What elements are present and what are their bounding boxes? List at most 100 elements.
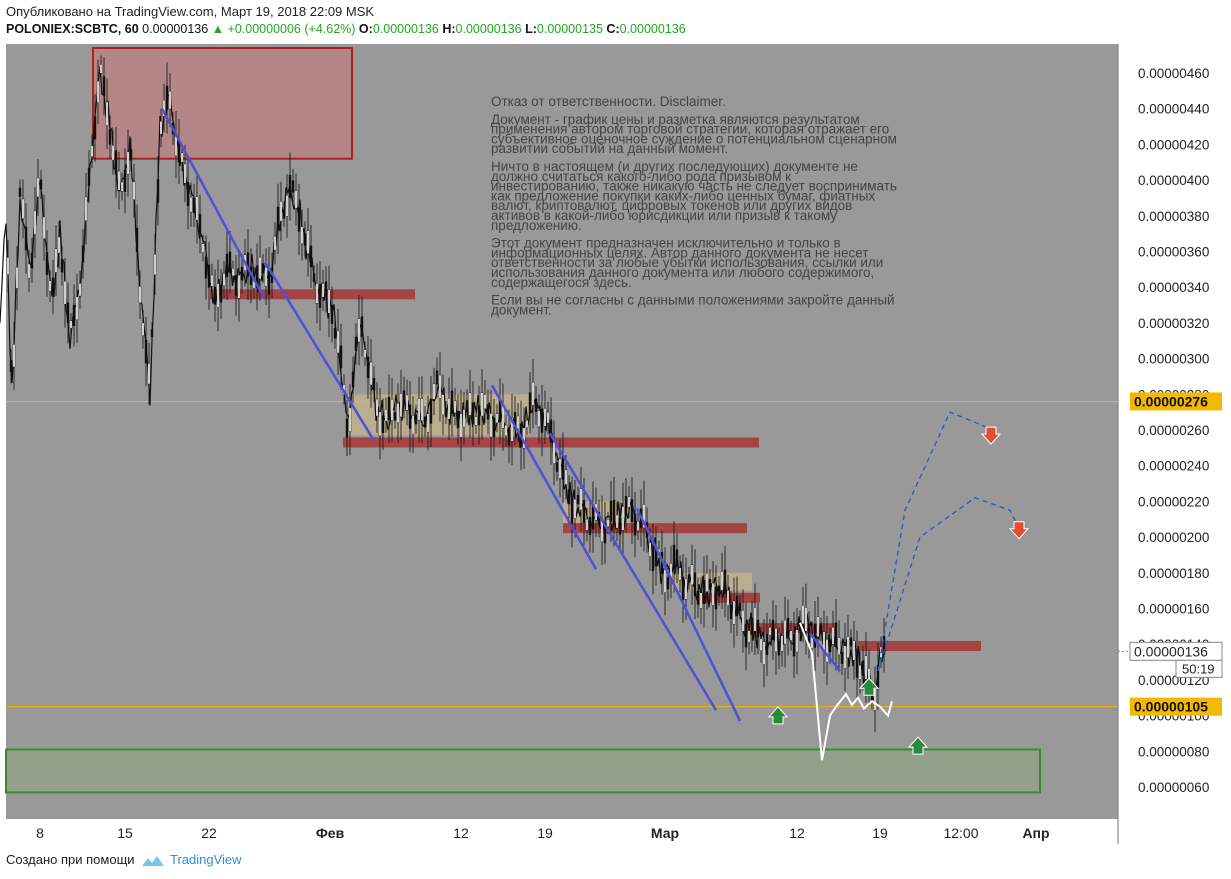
candle-body (24, 226, 28, 251)
candle-body (495, 413, 499, 424)
candle-body (372, 378, 376, 391)
disclaimer-line: субъективное оценочное суждение о потенц… (491, 131, 897, 146)
supply-zone[interactable] (92, 47, 353, 160)
projection-path[interactable] (877, 497, 1020, 672)
candle-body (108, 129, 112, 145)
candle-body (96, 80, 100, 103)
candle-body (213, 286, 217, 305)
projection-path[interactable] (877, 411, 993, 672)
candle-body (621, 506, 625, 531)
candle-body (258, 256, 262, 280)
candle-body (9, 360, 13, 373)
candle-body (336, 330, 340, 354)
disclaimer-line: как предложение покупки каких-либо ценны… (491, 188, 875, 203)
candle-body (198, 214, 202, 234)
candle-body (693, 572, 697, 597)
arrow-down-icon[interactable] (980, 426, 1002, 445)
candle-body (576, 495, 580, 505)
candle-body (135, 227, 139, 253)
candle-body (615, 514, 619, 529)
candle-body (447, 398, 451, 420)
trend-line[interactable] (490, 384, 598, 570)
arrow-up-icon[interactable] (767, 706, 789, 725)
trend-line[interactable] (635, 507, 742, 722)
candle-body (264, 267, 268, 287)
candle-body (60, 258, 64, 273)
candle-body (765, 633, 769, 655)
time-tick-label: 22 (201, 825, 217, 841)
trend-line[interactable] (263, 261, 376, 442)
candle-body (102, 76, 106, 97)
candle-body (588, 516, 592, 535)
candle-body (531, 382, 535, 406)
candle-body (288, 175, 292, 199)
candle-body (36, 177, 40, 198)
candle-body (786, 617, 790, 638)
arrow-up-icon[interactable] (907, 736, 929, 755)
candle-body (435, 370, 439, 385)
candle-body (153, 254, 157, 275)
trend-line[interactable] (548, 432, 718, 711)
candle-body (651, 547, 655, 572)
candle-body (612, 499, 616, 524)
candle-body (717, 585, 721, 596)
candle-body (687, 574, 691, 583)
candle-body (216, 283, 220, 308)
candle-body (366, 356, 370, 379)
candle-body (189, 196, 193, 213)
price-tick-label: 0.00000440 (1138, 102, 1209, 117)
trend-line[interactable] (160, 108, 266, 299)
candle-body (354, 336, 358, 351)
candle-body (516, 415, 520, 430)
published-line: Опубликовано на TradingView.com, Март 19… (6, 4, 375, 19)
candle-body (774, 628, 778, 652)
arrow-down-icon[interactable] (1008, 521, 1030, 540)
candle-body (855, 653, 859, 678)
candle-body (405, 394, 409, 411)
trend-line[interactable] (809, 632, 841, 672)
candle-body (207, 264, 211, 288)
candle-body (825, 638, 829, 663)
candle-body (324, 281, 328, 298)
candle-body (813, 624, 817, 648)
candle-body (633, 513, 637, 536)
disclaimer-line: Отказ от ответственности. Disclaimer. (491, 94, 726, 109)
chart-area[interactable]: Отказ от ответственности. Disclaimer. Док… (0, 44, 1231, 844)
candle-body (438, 374, 442, 399)
chart-header: Опубликовано на TradingView.com, Март 19… (0, 0, 1231, 44)
resistance-zone[interactable] (563, 523, 747, 534)
level-price-label: 0.00000105 (1134, 699, 1208, 715)
candle-body (720, 571, 724, 591)
candle-body (648, 542, 652, 557)
arrow-up-icon[interactable] (858, 677, 880, 696)
candle-body (675, 549, 679, 567)
candle-body (591, 505, 595, 530)
candle-body (609, 500, 613, 522)
candle-body (828, 639, 832, 653)
candle-body (738, 602, 742, 612)
time-tick-label: 12 (789, 825, 805, 841)
candle-body (420, 398, 424, 421)
candle-body (27, 263, 31, 279)
candle-body (78, 283, 82, 297)
price-chart[interactable]: Отказ от ответственности. Disclaimer. Док… (0, 44, 1231, 844)
candle-body (876, 665, 880, 688)
candle-body (237, 274, 241, 299)
demand-zone[interactable] (5, 748, 1041, 794)
disclaimer-line: развитии событий на данный момент. (491, 141, 728, 156)
candle-body (678, 567, 682, 581)
candle-body (789, 630, 793, 641)
level-price-tag (1130, 392, 1222, 411)
candle-body (168, 90, 172, 110)
disclaimer-line: Ничто в настоящем (и других последующих)… (491, 159, 858, 174)
resistance-zone[interactable] (210, 289, 415, 300)
resistance-zone[interactable] (858, 640, 981, 651)
scenario-sketch-line[interactable] (799, 622, 893, 761)
disclaimer-line: информационных целях. Автор данного доку… (491, 245, 869, 260)
candle-body (819, 625, 823, 634)
tradingview-brand-link[interactable]: TradingView (170, 852, 242, 867)
candle-body (432, 383, 436, 400)
candle-body (510, 417, 514, 442)
candle-body (579, 488, 583, 511)
candle-body (882, 636, 886, 655)
